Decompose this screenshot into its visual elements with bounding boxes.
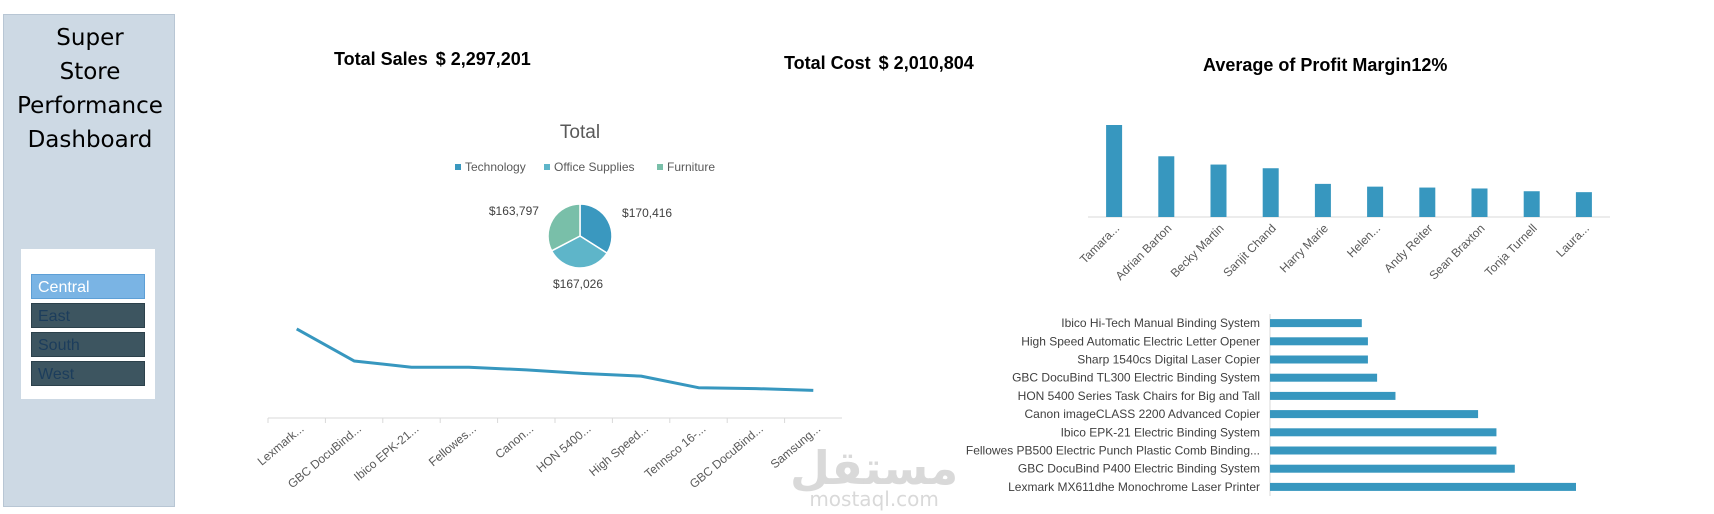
kpi-label: Total Sales (334, 49, 428, 69)
hbar-tick-label: Lexmark MX611dhe Monochrome Laser Printe… (1008, 480, 1260, 494)
line-series (295, 327, 814, 392)
title-line: Performance (17, 93, 163, 119)
dashboard-title: Super Store Performance Dashboard (4, 21, 176, 157)
legend-label: Furniture (667, 160, 715, 174)
legend-marker (544, 164, 550, 170)
bar-tick-label: Adrian Barton (1113, 221, 1175, 283)
pie-data-label: $167,026 (553, 277, 603, 291)
bar-rect (1262, 168, 1279, 217)
bar-rect (1210, 164, 1227, 217)
hbar-rect (1270, 373, 1378, 382)
watermark-arabic: مستقل (790, 441, 959, 495)
bar-tick-label: Becky Martin (1168, 221, 1227, 280)
hbar-rect (1270, 337, 1368, 346)
legend-marker (455, 164, 461, 170)
kpi-total-sales: Total Sales $ 2,297,201 (334, 49, 539, 70)
slicer-item-south[interactable]: South (31, 332, 145, 357)
region-slicer: Central East South West (21, 249, 155, 399)
slicer-item-central[interactable]: Central (31, 274, 145, 299)
kpi-label: Total Cost (784, 53, 871, 73)
hbar-tick-label: Sharp 1540cs Digital Laser Copier (1077, 353, 1260, 367)
slicer-item-east[interactable]: East (31, 303, 145, 328)
line-tick-label: Canon... (492, 422, 536, 462)
hbar-rect (1270, 319, 1362, 328)
title-line: Super (56, 25, 124, 51)
bar-rect (1314, 183, 1331, 217)
bar-tick-label: Tonja Turnell (1482, 221, 1540, 279)
legend-label: Technology (465, 160, 526, 174)
line-tick-label: Lexmark... (255, 422, 307, 469)
kpi-label: Average of Profit Margin (1203, 55, 1412, 75)
hbar-tick-label: GBC DocuBind TL300 Electric Binding Syst… (1012, 371, 1260, 385)
title-line: Store (59, 59, 121, 85)
bar-rect (1106, 125, 1123, 217)
bar-tick-label: Helen... (1344, 221, 1383, 260)
bar-rect (1419, 187, 1436, 217)
bar-tick-label: Tamara... (1077, 221, 1122, 266)
pie-data-label: $170,416 (622, 206, 672, 220)
line-tick-label: HON 5400... (534, 422, 594, 476)
hbar-tick-label: High Speed Automatic Electric Letter Ope… (1021, 334, 1260, 348)
hbar-tick-label: GBC DocuBind P400 Electric Binding Syste… (1018, 462, 1260, 476)
kpi-value: $ 2,297,201 (435, 49, 531, 69)
hbar-rect (1270, 355, 1368, 364)
hbar-tick-label: HON 5400 Series Task Chairs for Big and … (1018, 389, 1260, 403)
legend-marker (657, 164, 663, 170)
bar-tick-label: Sanjit Chand (1220, 221, 1278, 279)
hbar-rect (1270, 446, 1497, 455)
hbar-tick-label: Ibico EPK-21 Electric Binding System (1061, 425, 1260, 439)
kpi-profit-margin: Average of Profit Margin12% (1203, 55, 1455, 76)
pie-title: Total (560, 122, 600, 143)
hbar-rect (1270, 391, 1396, 400)
bar-rect (1575, 192, 1592, 217)
slicer-item-west[interactable]: West (31, 361, 145, 386)
bar-rect (1523, 191, 1540, 217)
hbar-tick-label: Ibico Hi-Tech Manual Binding System (1061, 316, 1260, 330)
bar-rect (1367, 186, 1384, 217)
bar-rect (1158, 156, 1175, 217)
bar-tick-label: Harry Marie (1277, 221, 1331, 275)
watermark-logo: مستقل mostaql.com (790, 445, 958, 509)
legend-label: Office Supplies (554, 160, 635, 174)
kpi-value: $ 2,010,804 (878, 53, 974, 73)
kpi-value: 12% (1411, 55, 1448, 75)
pie-data-label: $163,797 (489, 204, 539, 218)
bar-tick-label: Andy Reiter (1381, 221, 1435, 275)
bar-tick-label: Sean Braxton (1426, 221, 1487, 282)
hbar-rect (1270, 464, 1515, 473)
kpi-total-cost: Total Cost $ 2,010,804 (784, 53, 982, 74)
pie-slice (547, 203, 581, 252)
title-line: Dashboard (27, 127, 153, 153)
hbar-tick-label: Canon imageCLASS 2200 Advanced Copier (1025, 407, 1261, 421)
line-tick-label: Fellowes... (426, 422, 479, 470)
hbar-tick-label: Fellowes PB500 Electric Punch Plastic Co… (966, 444, 1260, 458)
watermark-latin: mostaql.com (809, 487, 939, 511)
bar-tick-label: Laura... (1553, 221, 1592, 260)
bar-rect (1471, 188, 1488, 217)
hbar-rect (1270, 482, 1576, 491)
hbar-rect (1270, 410, 1479, 419)
hbar-rect (1270, 428, 1497, 437)
sidebar-panel: Super Store Performance Dashboard Centra… (3, 14, 175, 507)
